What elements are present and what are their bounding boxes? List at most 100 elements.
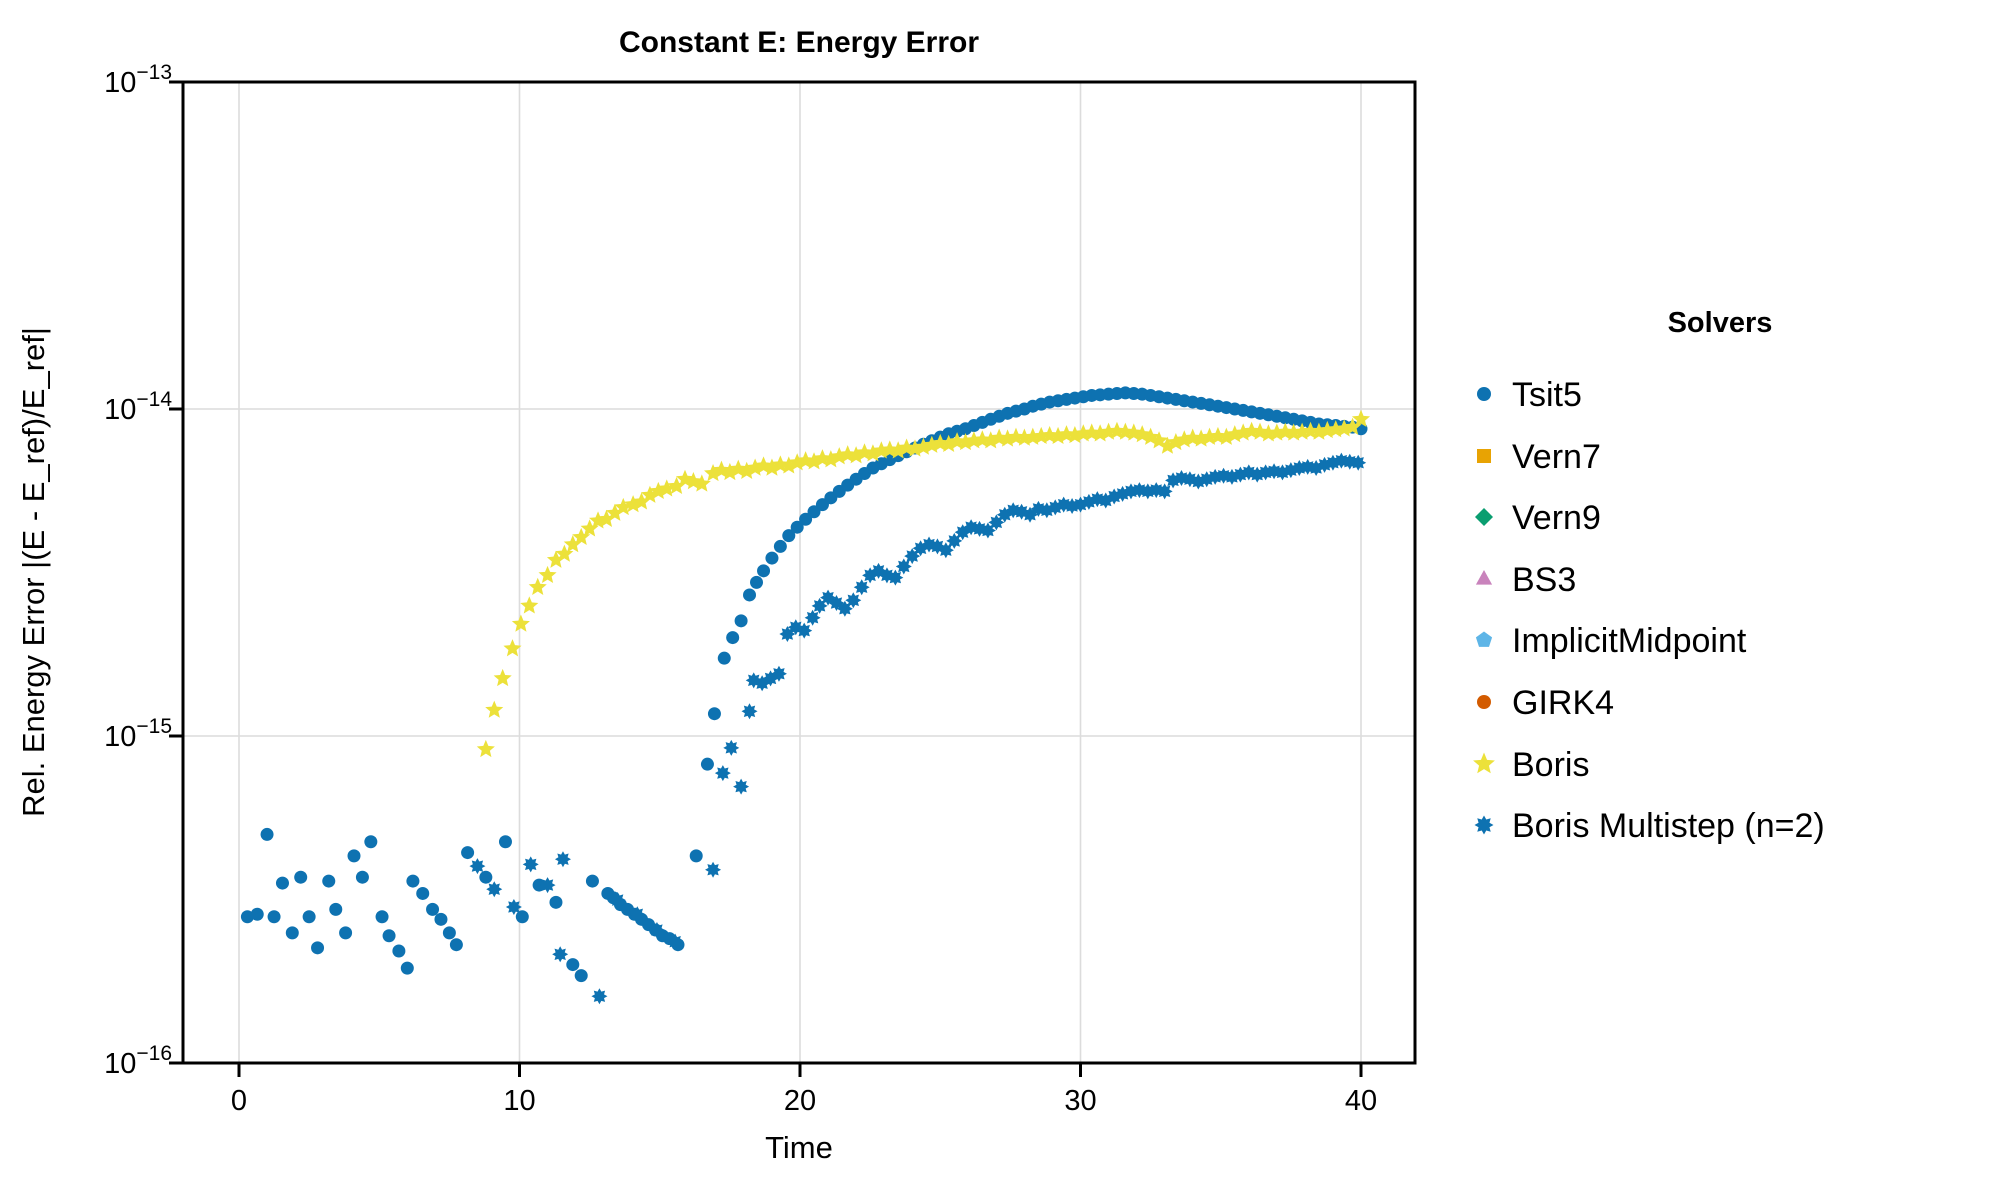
point-boris <box>546 550 566 568</box>
point-tsit5 <box>347 849 361 863</box>
point-boris <box>1351 409 1371 427</box>
point-boris-multistep-n-2 <box>723 739 740 756</box>
point-tsit5 <box>773 539 787 553</box>
point-boris <box>720 462 739 481</box>
point-boris-multistep-n-2 <box>853 579 870 596</box>
point-boris <box>493 668 512 687</box>
point-tsit5 <box>294 870 308 884</box>
point-boris-multistep-n-2 <box>522 856 539 873</box>
x-tick-label-10: 10 <box>503 1085 535 1117</box>
point-boris <box>704 463 723 482</box>
point-tsit5 <box>275 876 289 890</box>
y-tick-label-1e−13: 10−13 <box>104 61 172 99</box>
point-boris-multistep-n-2 <box>887 569 904 586</box>
point-tsit5 <box>726 631 740 645</box>
legend-label-implicitmidpoint: ImplicitMidpoint <box>1512 622 1747 660</box>
point-tsit5 <box>750 575 764 589</box>
point-tsit5 <box>339 926 353 940</box>
x-tick-label-20: 20 <box>784 1085 816 1117</box>
point-tsit5 <box>498 835 512 849</box>
point-tsit5 <box>382 929 396 943</box>
point-boris <box>1343 417 1362 435</box>
legend-label-girk4: GIRK4 <box>1512 684 1614 722</box>
point-tsit5 <box>574 969 588 983</box>
point-boris-multistep-n-2 <box>505 898 522 915</box>
point-boris-multistep-n-2 <box>554 851 571 868</box>
legend-marker-bs3 <box>1475 570 1493 585</box>
point-tsit5 <box>757 564 771 578</box>
y-tick-label-1e−16: 10−16 <box>104 1042 172 1080</box>
point-boris-multistep-n-2 <box>733 778 750 795</box>
point-tsit5 <box>700 757 714 771</box>
point-tsit5 <box>392 944 406 958</box>
point-boris <box>520 596 539 614</box>
point-tsit5 <box>549 895 563 909</box>
legend-marker-tsit5 <box>1477 387 1491 401</box>
point-tsit5 <box>734 614 748 628</box>
point-boris-multistep-n-2 <box>667 933 684 950</box>
point-boris <box>485 700 504 718</box>
point-tsit5 <box>364 835 378 849</box>
point-boris-multistep-n-2 <box>609 892 626 909</box>
point-tsit5 <box>743 588 757 602</box>
legend-marker-girk4 <box>1477 695 1491 709</box>
legend-markers <box>1473 387 1495 835</box>
point-boris-multistep-n-2 <box>845 592 862 609</box>
point-boris <box>503 639 522 657</box>
point-tsit5 <box>532 878 546 892</box>
legend: Solvers Tsit5 Vern7 Vern9 BS3 ImplicitMi… <box>1473 307 1825 845</box>
point-boris <box>605 503 624 521</box>
point-boris <box>657 479 676 497</box>
point-boris-multistep-n-2 <box>469 858 486 875</box>
legend-marker-boris <box>1473 752 1495 774</box>
point-boris <box>632 492 651 510</box>
plot-area: 0 10 20 30 40 10−13 10−14 10−15 10−16 <box>104 61 1417 1117</box>
point-tsit5 <box>689 849 703 863</box>
point-boris-multistep-n-2 <box>629 906 646 923</box>
point-tsit5 <box>585 874 599 888</box>
point-tsit5 <box>449 938 463 952</box>
series-boris-multistep-n-2 <box>469 452 1367 1005</box>
point-boris <box>528 577 547 595</box>
point-boris <box>572 527 591 546</box>
legend-label-boris-multistep: Boris Multistep (n=2) <box>1512 807 1825 845</box>
point-tsit5 <box>479 870 493 884</box>
point-tsit5 <box>355 870 369 884</box>
point-tsit5 <box>782 529 796 543</box>
point-boris-multistep-n-2 <box>895 558 912 575</box>
point-boris-multistep-n-2 <box>770 665 787 682</box>
legend-marker-vern7 <box>1477 449 1491 463</box>
plot-frame <box>181 80 1417 1065</box>
point-tsit5 <box>515 910 529 924</box>
point-tsit5 <box>285 926 299 940</box>
point-tsit5 <box>790 520 804 534</box>
chart-title: Constant E: Energy Error <box>619 26 979 59</box>
legend-label-boris: Boris <box>1512 746 1589 784</box>
point-boris <box>555 544 574 562</box>
x-tick-label-0: 0 <box>231 1085 247 1117</box>
point-tsit5 <box>416 886 430 900</box>
series-boris <box>476 409 1371 758</box>
point-tsit5 <box>442 926 456 940</box>
point-boris <box>476 739 495 758</box>
point-boris-multistep-n-2 <box>1156 483 1173 500</box>
y-tick-label-1e−15: 10−15 <box>104 715 172 753</box>
point-tsit5 <box>765 551 779 565</box>
point-boris-multistep-n-2 <box>804 609 821 626</box>
point-tsit5 <box>250 907 264 921</box>
point-tsit5 <box>717 651 731 665</box>
point-boris-multistep-n-2 <box>539 877 556 894</box>
point-tsit5 <box>322 874 336 888</box>
point-tsit5 <box>707 707 721 721</box>
legend-title: Solvers <box>1668 307 1773 339</box>
legend-label-vern7: Vern7 <box>1512 438 1601 476</box>
point-boris-multistep-n-2 <box>486 881 503 898</box>
point-boris <box>563 535 582 553</box>
point-boris-multistep-n-2 <box>591 988 608 1005</box>
point-tsit5 <box>400 961 414 975</box>
point-tsit5 <box>375 910 389 924</box>
point-boris-multistep-n-2 <box>714 765 731 782</box>
point-tsit5 <box>302 910 316 924</box>
x-tick-label-40: 40 <box>1345 1085 1377 1117</box>
legend-marker-vern9 <box>1475 508 1493 526</box>
